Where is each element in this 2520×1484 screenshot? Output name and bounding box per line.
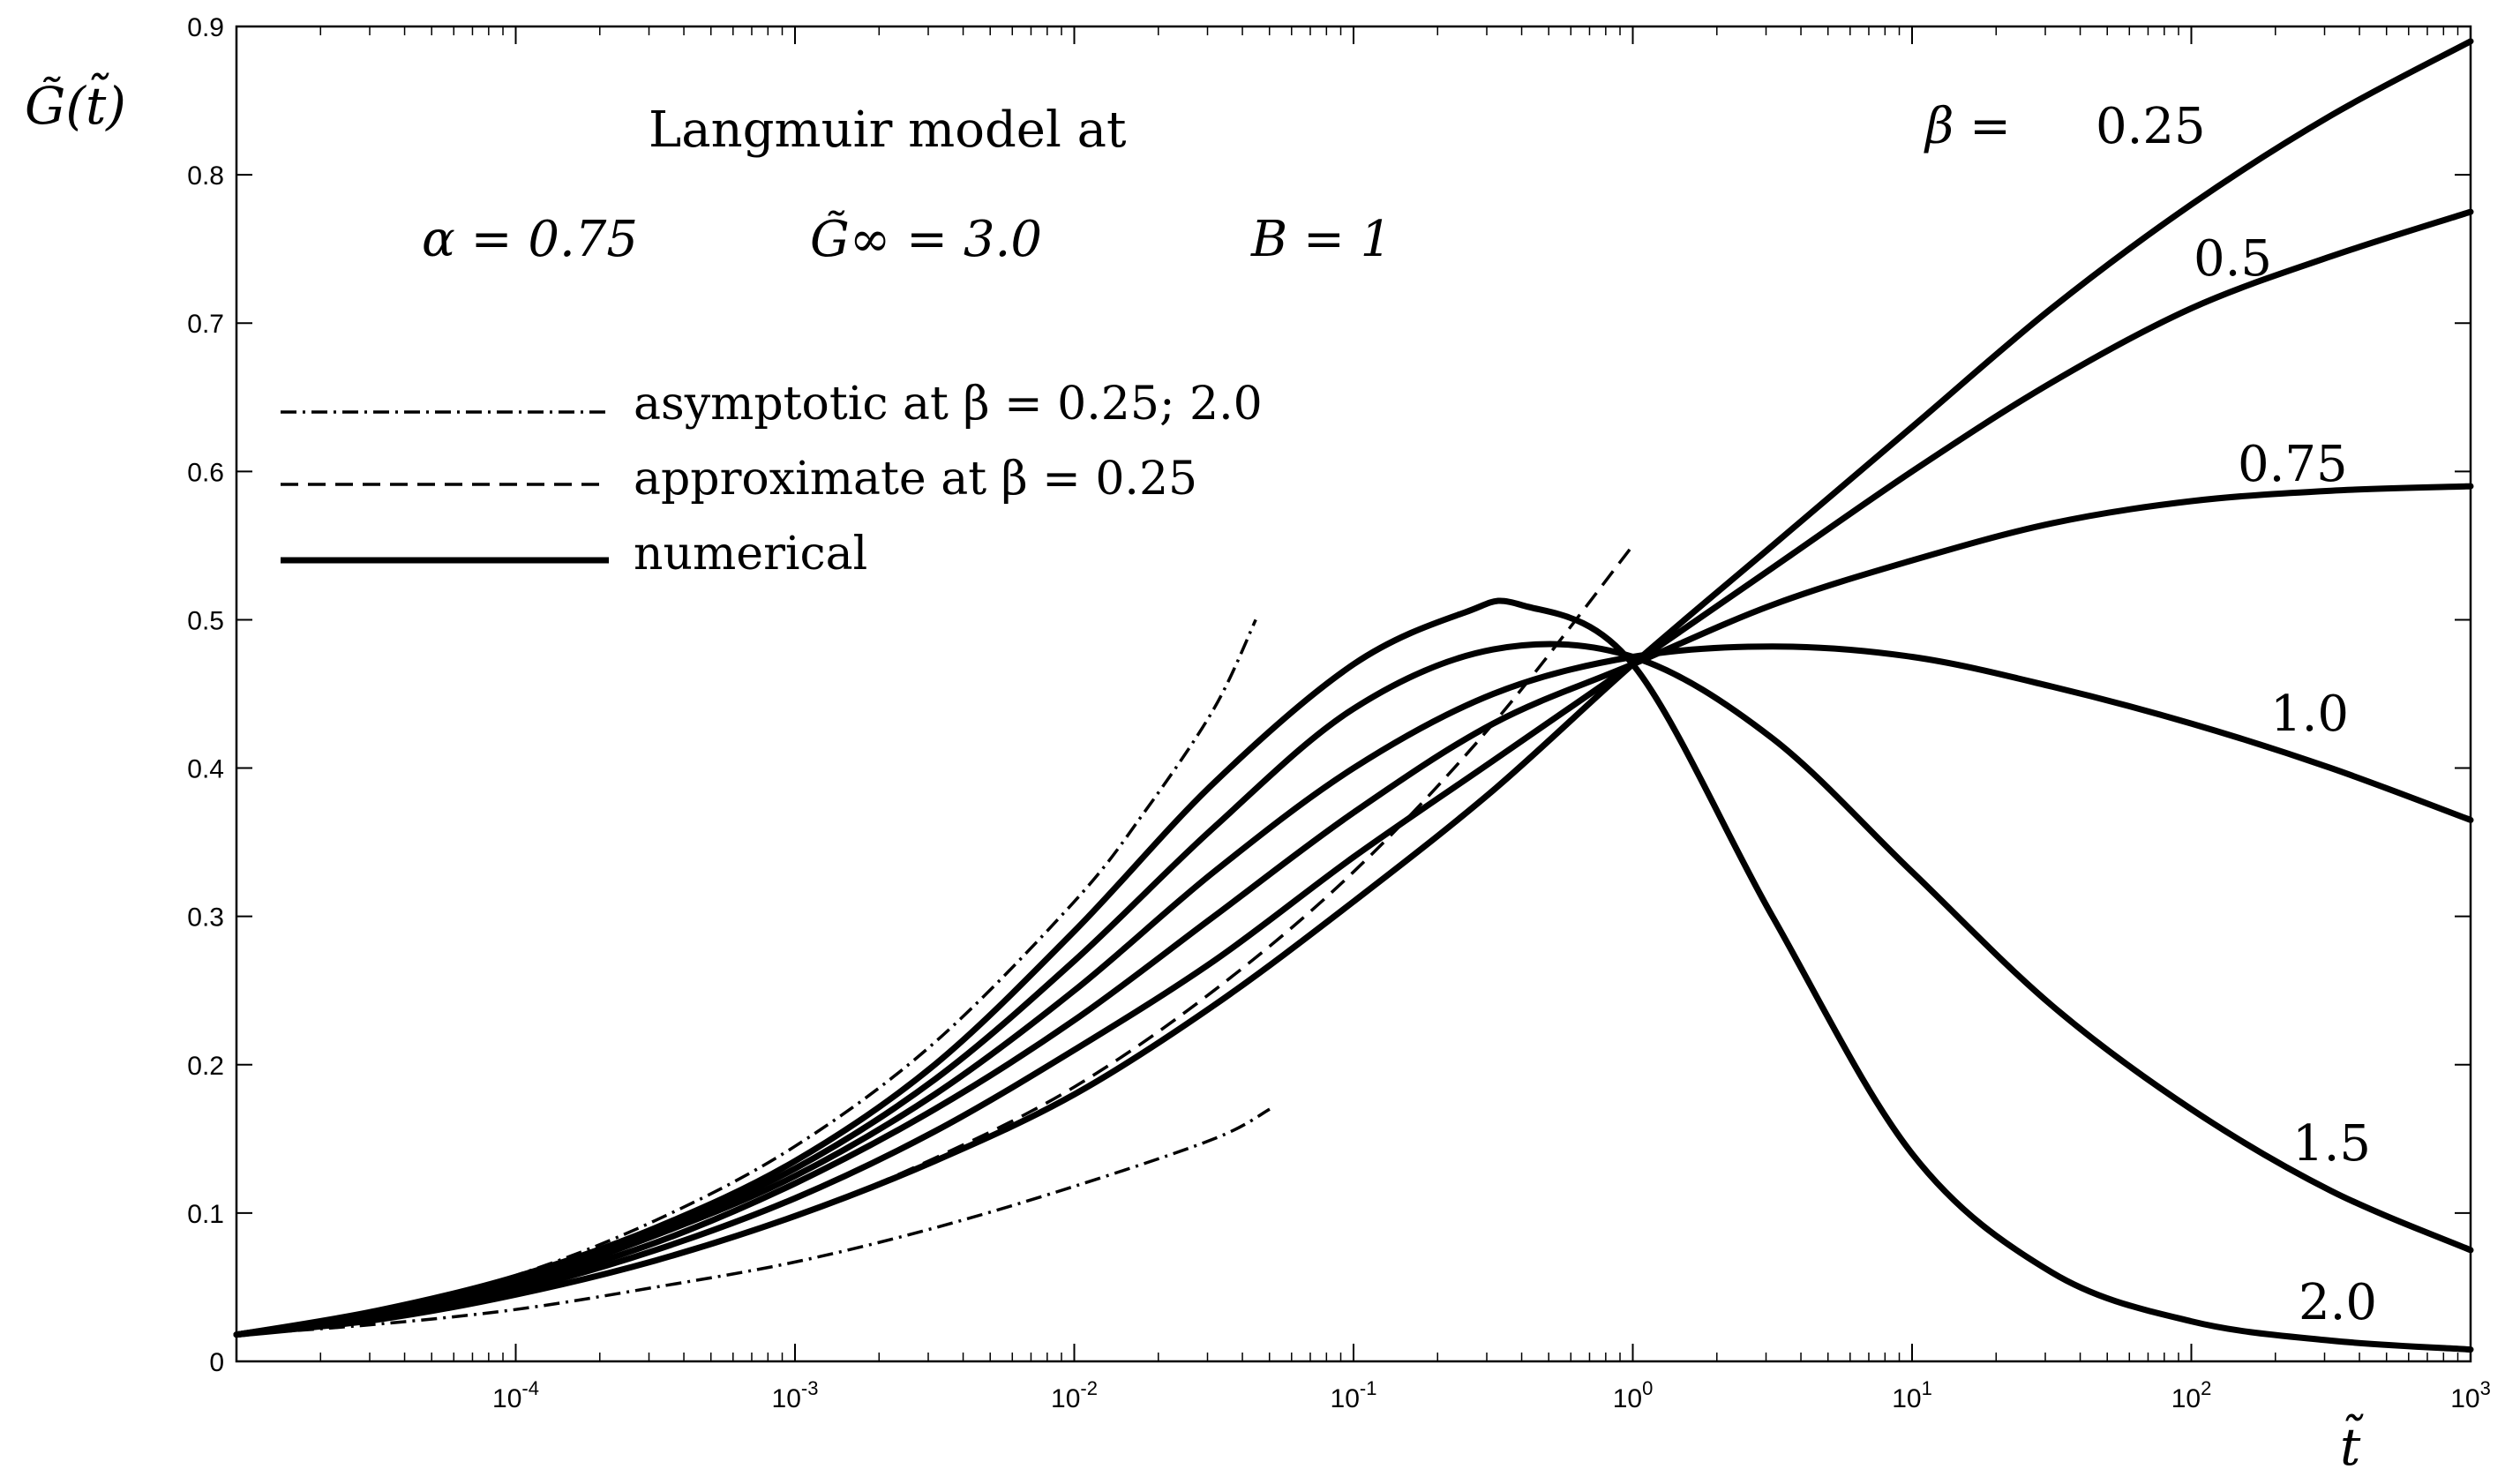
y-tick-label: 0.3	[187, 903, 224, 933]
x-tick-label: 103	[2450, 1377, 2491, 1413]
series-line-1.5	[233, 641, 2474, 1338]
x-tick-exponent: 0	[1642, 1377, 1653, 1399]
x-tick-exponent: 3	[2480, 1377, 2491, 1399]
x-tick-base: 10	[1613, 1384, 1642, 1413]
series-line-1.0	[233, 643, 2474, 1338]
x-tick-exponent: 1	[1922, 1377, 1932, 1399]
series-line-dashed-8	[236, 544, 1634, 1337]
annotation-b: B = 1	[1250, 211, 1391, 268]
y-tick-label: 0.4	[187, 755, 224, 784]
series-line-0.75	[233, 483, 2474, 1338]
y-tick-label: 0.9	[187, 13, 224, 42]
x-tick-exponent: -3	[801, 1377, 819, 1399]
y-tick-label: 0.1	[187, 1200, 224, 1229]
x-tick-base: 10	[1892, 1384, 1921, 1413]
series-label-0.75: 0.75	[2238, 436, 2348, 493]
annotation-ginf: G̃∞ = 3.0	[810, 210, 1042, 268]
y-tick-labels: 0 0.1 0.2 0.3 0.4 0.5 0.6 0.7 0.8 0.9	[187, 13, 224, 1377]
series-line-dashdot-6	[236, 1107, 1271, 1337]
x-tick-base: 10	[1331, 1384, 1360, 1413]
series-label-1.5: 1.5	[2292, 1115, 2371, 1173]
x-tick-label: 10-1	[1331, 1377, 1377, 1413]
series-label-2.0: 2.0	[2299, 1274, 2377, 1331]
y-tick-label: 0.7	[187, 310, 224, 339]
x-tick-exponent: -2	[1080, 1377, 1098, 1399]
axis-ticks	[236, 26, 2471, 1362]
legend-label-numerical: numerical	[634, 528, 867, 581]
y-tick-label: 0	[209, 1348, 224, 1377]
series-line-dashdot-7	[236, 618, 1257, 1337]
series-line-0.5	[233, 208, 2474, 1338]
series-label-0.5: 0.5	[2194, 230, 2272, 288]
legend-label-approximate: approximate at β = 0.25	[634, 453, 1197, 506]
x-tick-label: 100	[1613, 1377, 1654, 1413]
x-tick-label: 10-4	[492, 1377, 539, 1413]
series-label-0.25: 0.25	[2096, 98, 2206, 155]
series-layer	[233, 38, 2474, 1353]
x-tick-label: 101	[1892, 1377, 1932, 1413]
y-tick-label: 0.5	[187, 606, 224, 635]
x-tick-label: 10-3	[772, 1377, 819, 1413]
y-tick-label: 0.2	[187, 1052, 224, 1081]
y-tick-label: 0.8	[187, 161, 224, 191]
series-line-2.0	[233, 597, 2474, 1353]
x-tick-base: 10	[2450, 1384, 2479, 1413]
annotation-beta-prefix: β =	[1924, 98, 2011, 155]
annotation-title: Langmuir model at	[649, 101, 1127, 159]
x-axis-label: t̃	[2340, 1413, 2364, 1477]
series-label-1.0: 1.0	[2270, 686, 2349, 743]
y-tick-label: 0.6	[187, 458, 224, 487]
legend-label-asymptotic: asymptotic at β = 0.25; 2.0	[634, 378, 1263, 431]
x-tick-exponent: 2	[2201, 1377, 2211, 1399]
x-tick-label: 102	[2171, 1377, 2212, 1413]
x-tick-exponent: -4	[521, 1377, 539, 1399]
x-tick-base: 10	[492, 1384, 521, 1413]
annotation-alpha: α = 0.75	[422, 211, 638, 268]
legend: asymptotic at β = 0.25; 2.0 approximate …	[281, 378, 1263, 581]
x-tick-label: 10-2	[1051, 1377, 1098, 1413]
y-axis-label: G̃(t̃)	[25, 72, 126, 136]
x-tick-exponent: -1	[1360, 1377, 1377, 1399]
x-tick-base: 10	[2171, 1384, 2201, 1413]
x-tick-base: 10	[772, 1384, 801, 1413]
x-tick-base: 10	[1051, 1384, 1080, 1413]
x-tick-labels: 10-4 10-3 10-2 10-1 100 101 102 103	[492, 1377, 2491, 1413]
